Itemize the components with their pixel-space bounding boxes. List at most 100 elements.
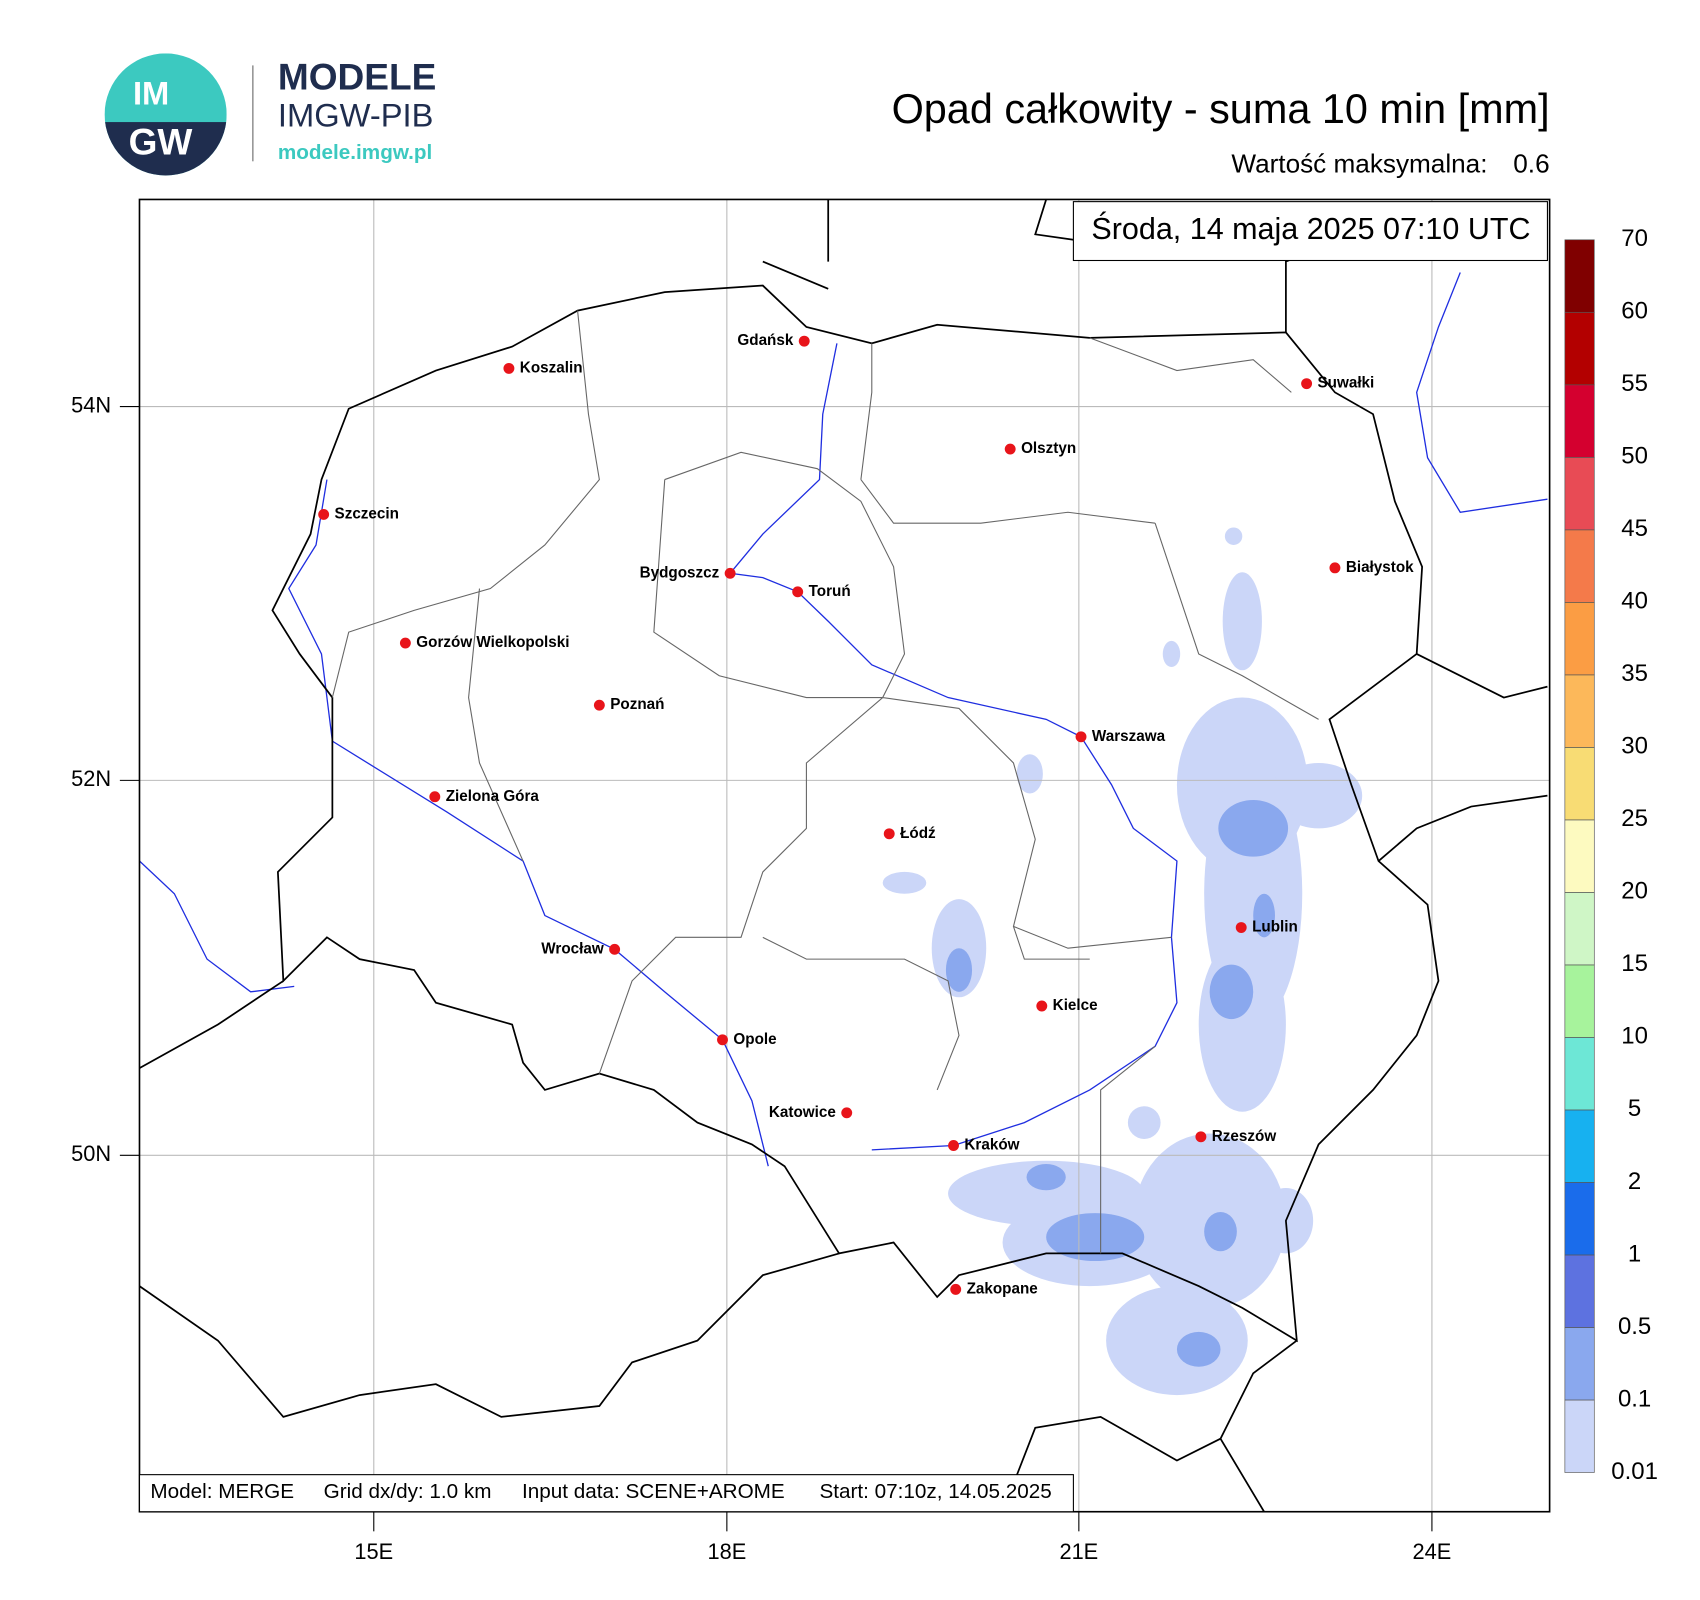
colorbar-segment bbox=[1564, 456, 1595, 531]
city-dot bbox=[429, 791, 441, 803]
city-dot bbox=[1235, 922, 1247, 933]
lat-label: 52N bbox=[71, 766, 111, 791]
title: Opad całkowity - suma 10 min [mm] bbox=[892, 86, 1550, 132]
city-label: Lublin bbox=[1252, 919, 1298, 936]
colorbar-label: 55 bbox=[1621, 370, 1648, 397]
city-dot bbox=[399, 637, 411, 649]
colorbar-label: 0.1 bbox=[1618, 1385, 1651, 1412]
city-label: Wrocław bbox=[541, 940, 604, 957]
city-label: Warszawa bbox=[1092, 728, 1166, 745]
colorbar-segment bbox=[1564, 964, 1595, 1038]
city-dot bbox=[798, 335, 810, 347]
colorbar-segment bbox=[1564, 384, 1595, 458]
city-dot bbox=[503, 362, 515, 374]
city-dot bbox=[318, 508, 330, 520]
colorbar-segment bbox=[1564, 529, 1595, 603]
colorbar-label: 15 bbox=[1621, 950, 1648, 977]
colorbar-label: 50 bbox=[1621, 443, 1648, 470]
city-dot bbox=[1036, 1000, 1048, 1012]
city-dot bbox=[948, 1140, 959, 1151]
colorbar-label: 2 bbox=[1628, 1168, 1641, 1195]
colorbar-segment bbox=[1564, 747, 1595, 821]
colorbar-label: 70 bbox=[1621, 225, 1648, 252]
city-dot bbox=[724, 567, 736, 579]
grid bbox=[139, 199, 1550, 1512]
valid-time: Środa, 14 maja 2025 07:10 UTC bbox=[1091, 210, 1530, 246]
city-label: Rzeszów bbox=[1212, 1128, 1277, 1145]
colorbar-segment bbox=[1564, 602, 1595, 676]
lon-label: 21E bbox=[1059, 1539, 1098, 1564]
model-info: Model: MERGE Grid dx/dy: 1.0 km Input da… bbox=[150, 1481, 1051, 1504]
city-label: Poznań bbox=[610, 696, 664, 713]
city-label: Suwałki bbox=[1318, 375, 1375, 392]
colorbar-label: 20 bbox=[1621, 878, 1648, 905]
lon-label: 15E bbox=[354, 1539, 393, 1564]
model: Model: MERGE bbox=[150, 1481, 294, 1504]
city-dot bbox=[717, 1034, 728, 1046]
colorbar-label: 45 bbox=[1621, 515, 1648, 542]
city-label: Łódź bbox=[900, 825, 936, 842]
city-label: Kraków bbox=[964, 1137, 1019, 1154]
colorbar-label: 25 bbox=[1621, 805, 1648, 832]
colorbar-label: 60 bbox=[1621, 298, 1648, 325]
colorbar-label: 0.5 bbox=[1618, 1313, 1651, 1340]
city-label: Gorzów Wielkopolski bbox=[416, 634, 569, 651]
lon-label: 18E bbox=[707, 1539, 746, 1564]
city-label: Białystok bbox=[1346, 559, 1414, 576]
colorbar-segment bbox=[1564, 1037, 1595, 1111]
logo: IM GW MODELE IMGW-PIB modele.imgw.pl bbox=[104, 53, 436, 176]
city-dot bbox=[1195, 1131, 1207, 1143]
city-label: Gdańsk bbox=[737, 332, 793, 349]
city-dot bbox=[950, 1283, 962, 1295]
city-label: Zakopane bbox=[967, 1280, 1038, 1297]
brand-url: modele.imgw.pl bbox=[278, 141, 432, 164]
colorbar-segment bbox=[1564, 819, 1595, 893]
city-label: Kielce bbox=[1053, 997, 1098, 1014]
logo-letters: GW bbox=[129, 121, 193, 163]
city-label: Toruń bbox=[809, 583, 851, 600]
map-area bbox=[139, 199, 1550, 1512]
max-label: Wartość maksymalna: bbox=[1231, 149, 1487, 179]
colorbar-segment bbox=[1564, 892, 1595, 966]
city-dot bbox=[883, 828, 895, 840]
colorbar-label: 35 bbox=[1621, 660, 1648, 687]
colorbar-segment bbox=[1564, 1254, 1595, 1328]
max-value: 0.6 bbox=[1513, 149, 1549, 179]
city-label: Bydgoszcz bbox=[640, 564, 720, 581]
colorbar-segment bbox=[1564, 1327, 1595, 1401]
lon-label: 24E bbox=[1413, 1539, 1452, 1564]
colorbar-label: 0.01 bbox=[1611, 1458, 1658, 1485]
city-dot bbox=[792, 586, 804, 598]
brand-name: MODELE bbox=[278, 55, 436, 97]
start-time: Start: 07:10z, 14.05.2025 bbox=[819, 1481, 1051, 1504]
colorbar-segment bbox=[1564, 674, 1595, 748]
city-label: Koszalin bbox=[520, 359, 583, 376]
brand-sub: IMGW-PIB bbox=[278, 96, 434, 133]
city-label: Olsztyn bbox=[1021, 440, 1076, 457]
colorbar-segment bbox=[1564, 311, 1595, 386]
cities: Gdańsk Koszalin Szczecin Suwałki Olsztyn Biał… bbox=[318, 332, 1414, 1297]
colorbar-segment bbox=[1564, 239, 1595, 313]
lat-label: 50N bbox=[71, 1141, 111, 1166]
grid-info: Grid dx/dy: 1.0 km bbox=[324, 1481, 492, 1504]
city-dot bbox=[841, 1107, 853, 1119]
city-dot bbox=[1075, 731, 1087, 743]
colorbar-segment bbox=[1564, 1109, 1595, 1183]
logo-letters: IM bbox=[133, 75, 169, 112]
colorbar-label: 5 bbox=[1628, 1095, 1641, 1122]
city-dot bbox=[1004, 443, 1016, 455]
axes: 54N 52N 50N 15E 18E 21E 24E bbox=[71, 392, 1451, 1564]
city-dot bbox=[1329, 562, 1341, 574]
colorbar-label: 1 bbox=[1628, 1240, 1641, 1267]
city-label: Zielona Góra bbox=[446, 788, 540, 805]
lat-label: 54N bbox=[71, 392, 111, 417]
colorbar-segment bbox=[1564, 1399, 1595, 1473]
city-label: Szczecin bbox=[335, 505, 399, 522]
city-label: Opole bbox=[733, 1031, 776, 1048]
city-dot bbox=[593, 699, 605, 711]
precipitation bbox=[882, 527, 1363, 1396]
colorbar-label: 30 bbox=[1621, 733, 1648, 760]
city-dot bbox=[1301, 378, 1313, 390]
